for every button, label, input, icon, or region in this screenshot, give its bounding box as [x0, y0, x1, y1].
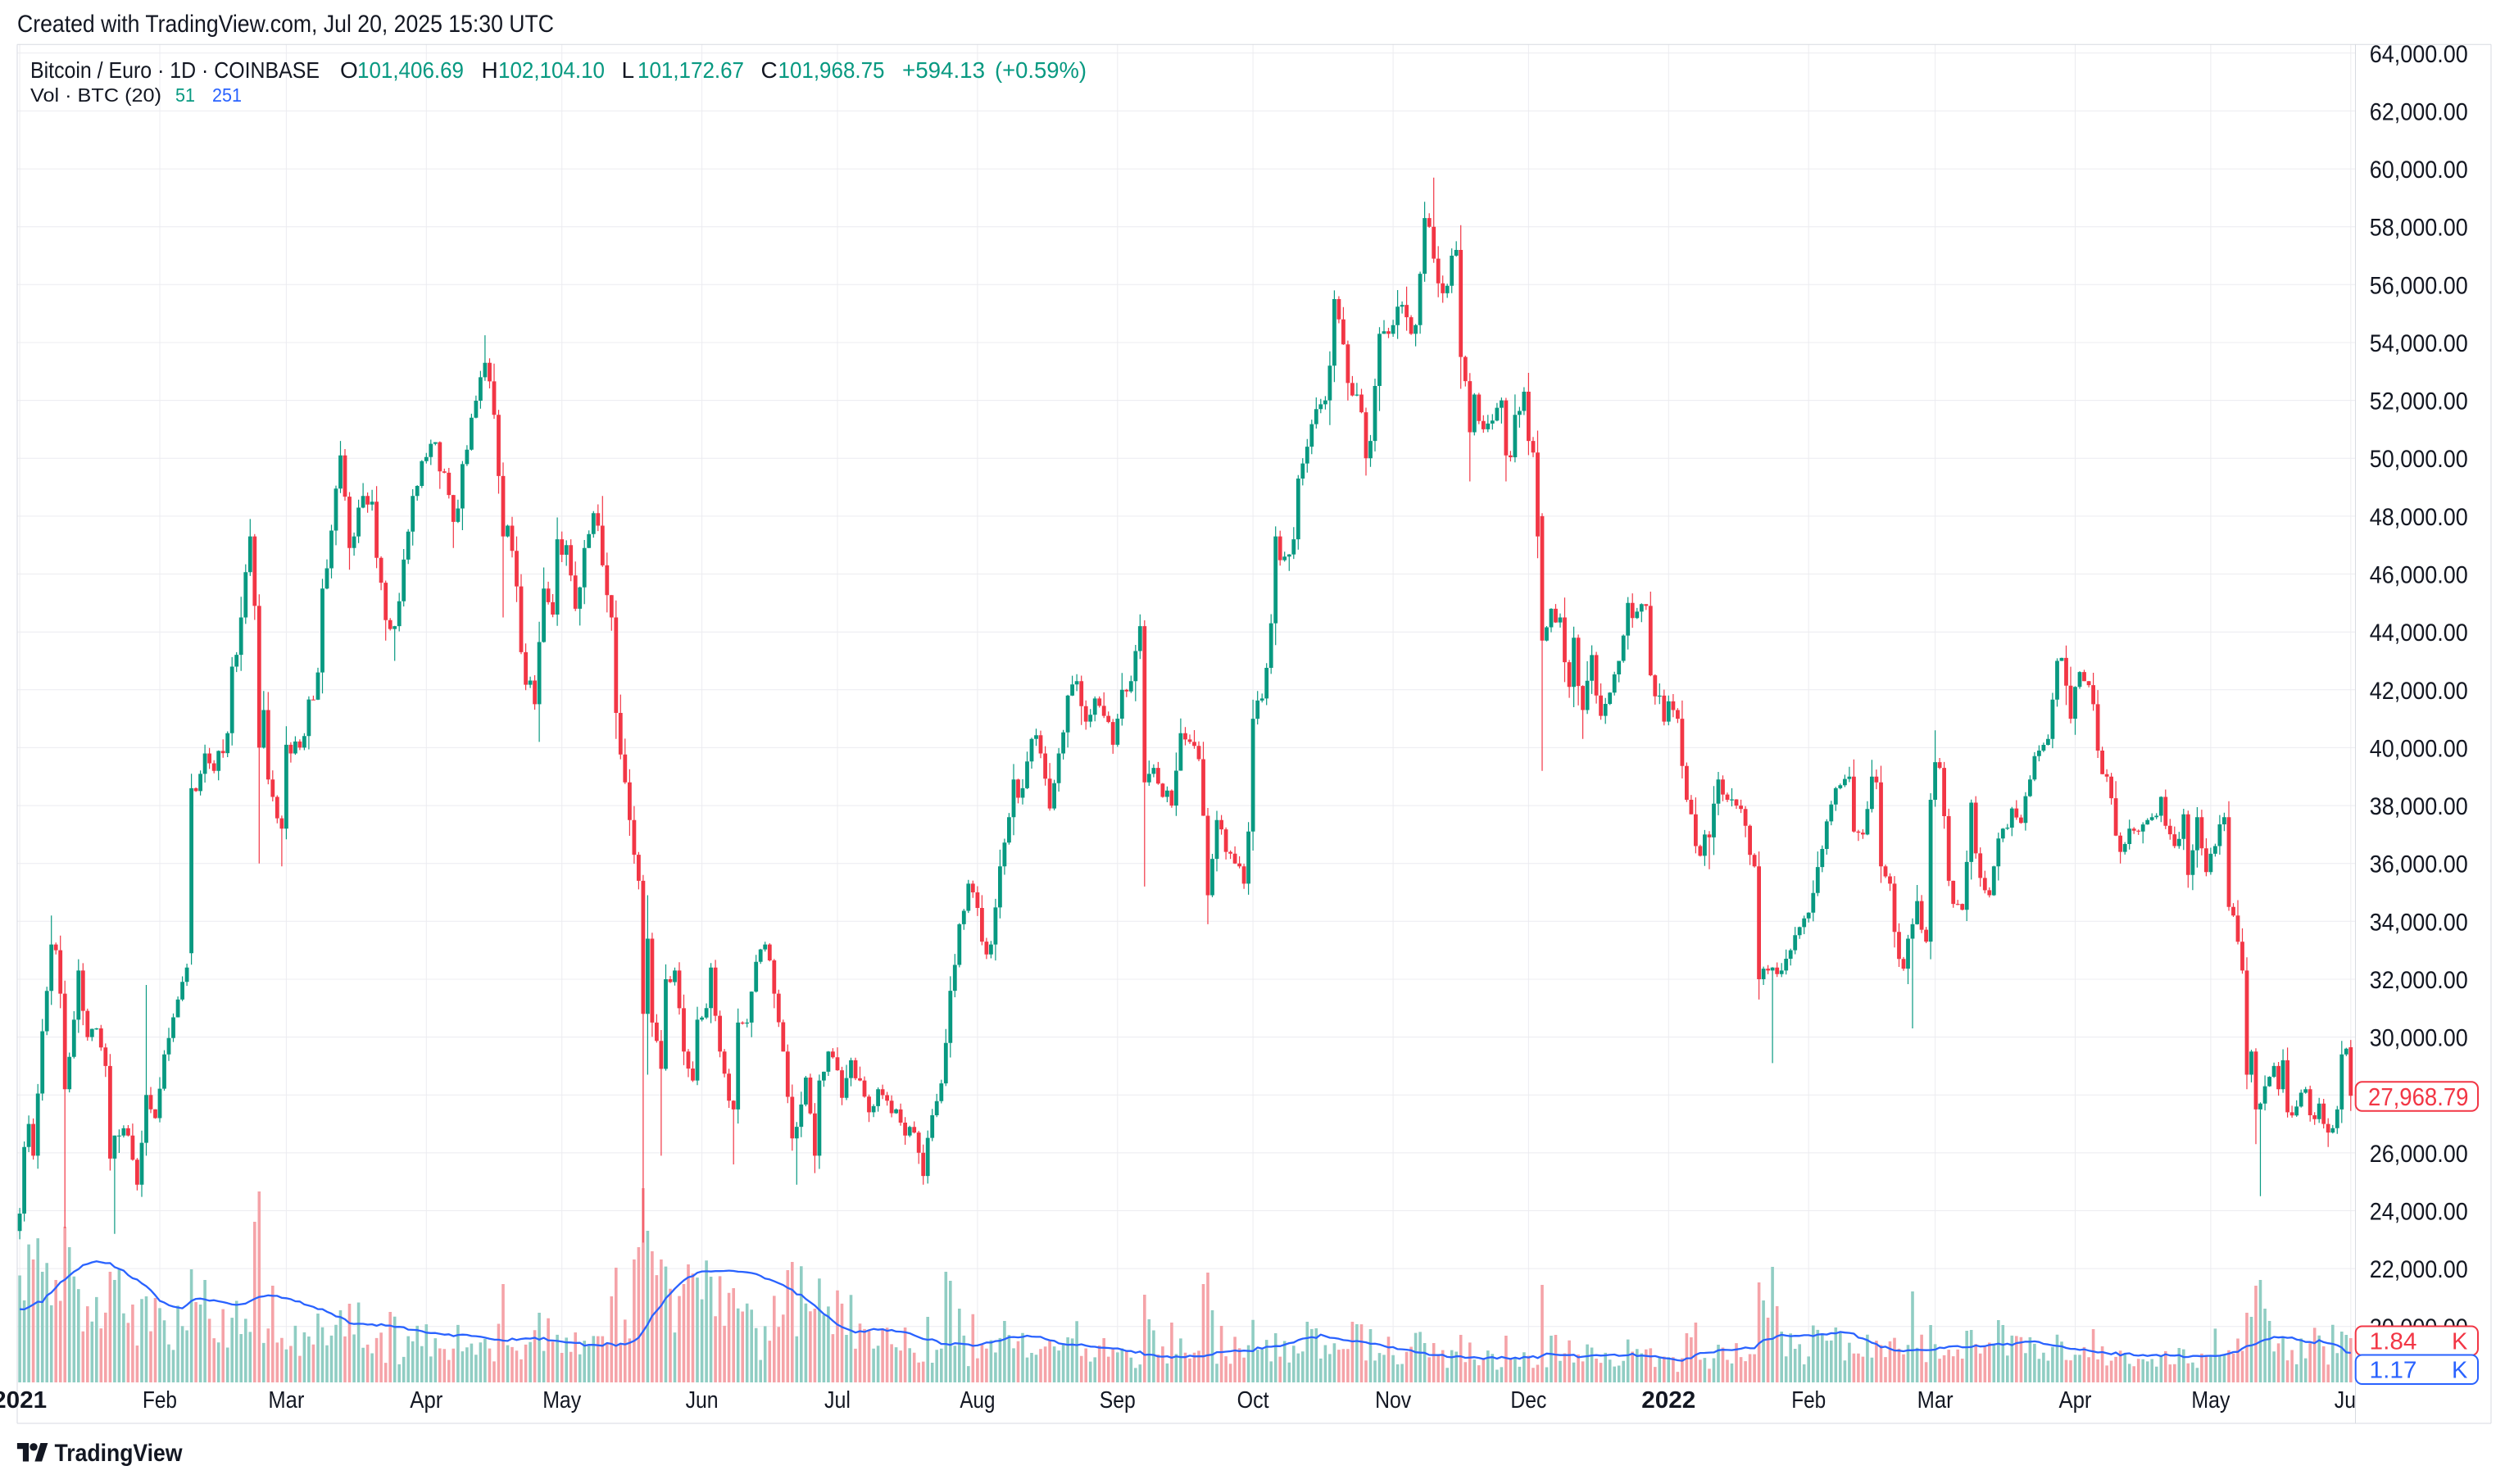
- svg-text:60,000.00: 60,000.00: [2370, 157, 2468, 184]
- svg-text:Bitcoin / Euro · 1D · COINBASE: Bitcoin / Euro · 1D · COINBASE: [30, 57, 320, 83]
- svg-text:42,000.00: 42,000.00: [2370, 678, 2468, 705]
- svg-text:101,406.69: 101,406.69: [357, 57, 464, 83]
- svg-text:251: 251: [212, 84, 242, 106]
- svg-text:2022: 2022: [1641, 1387, 1695, 1414]
- svg-text:C: C: [761, 57, 778, 83]
- svg-text:46,000.00: 46,000.00: [2370, 562, 2468, 589]
- svg-text:Created with TradingView.com,: Created with TradingView.com, Jul 20, 20…: [17, 11, 554, 38]
- svg-text:2021: 2021: [0, 1387, 47, 1414]
- svg-text:1.84: 1.84: [2370, 1329, 2417, 1355]
- svg-text:32,000.00: 32,000.00: [2370, 967, 2468, 994]
- svg-text:K: K: [2452, 1329, 2468, 1355]
- svg-text:44,000.00: 44,000.00: [2370, 619, 2468, 647]
- svg-text:34,000.00: 34,000.00: [2370, 909, 2468, 936]
- svg-text:L: L: [622, 57, 635, 83]
- svg-text:H: H: [482, 57, 498, 83]
- svg-text:Apr: Apr: [2059, 1387, 2092, 1414]
- svg-text:Sep: Sep: [1100, 1387, 1136, 1414]
- svg-text:26,000.00: 26,000.00: [2370, 1141, 2468, 1168]
- svg-text:K: K: [2452, 1358, 2468, 1384]
- svg-text:101,968.75: 101,968.75: [778, 57, 885, 83]
- svg-text:54,000.00: 54,000.00: [2370, 330, 2468, 357]
- svg-text:58,000.00: 58,000.00: [2370, 215, 2468, 242]
- svg-text:May: May: [2191, 1387, 2230, 1414]
- svg-text:102,104.10: 102,104.10: [498, 57, 605, 83]
- svg-text:48,000.00: 48,000.00: [2370, 504, 2468, 531]
- svg-text:Vol · BTC (20): Vol · BTC (20): [30, 84, 161, 106]
- svg-text:TradingView: TradingView: [55, 1440, 183, 1467]
- svg-text:Mar: Mar: [1917, 1387, 1954, 1414]
- svg-text:Jul: Jul: [824, 1387, 851, 1414]
- svg-text:30,000.00: 30,000.00: [2370, 1025, 2468, 1052]
- svg-text:Oct: Oct: [1237, 1387, 1269, 1414]
- svg-text:50,000.00: 50,000.00: [2370, 446, 2468, 473]
- svg-text:Mar: Mar: [268, 1387, 304, 1414]
- svg-text:36,000.00: 36,000.00: [2370, 851, 2468, 878]
- svg-text:Feb: Feb: [1791, 1387, 1826, 1414]
- svg-text:Apr: Apr: [410, 1387, 442, 1414]
- svg-text:O: O: [340, 57, 358, 83]
- svg-text:Nov: Nov: [1375, 1387, 1412, 1414]
- svg-text:62,000.00: 62,000.00: [2370, 98, 2468, 125]
- svg-text:May: May: [542, 1387, 582, 1414]
- svg-text:(+0.59%): (+0.59%): [995, 57, 1087, 83]
- svg-text:+594.13: +594.13: [902, 57, 985, 83]
- svg-text:27,968.79: 27,968.79: [2368, 1082, 2469, 1111]
- svg-text:38,000.00: 38,000.00: [2370, 793, 2468, 820]
- svg-text:1.17: 1.17: [2370, 1358, 2417, 1384]
- svg-text:Feb: Feb: [143, 1387, 177, 1414]
- svg-text:51: 51: [175, 84, 195, 106]
- svg-text:40,000.00: 40,000.00: [2370, 735, 2468, 762]
- svg-text:56,000.00: 56,000.00: [2370, 272, 2468, 299]
- svg-text:Aug: Aug: [960, 1387, 995, 1414]
- svg-text:52,000.00: 52,000.00: [2370, 388, 2468, 415]
- svg-text:Jun: Jun: [2335, 1387, 2367, 1414]
- svg-text:22,000.00: 22,000.00: [2370, 1256, 2468, 1283]
- svg-text:Dec: Dec: [1510, 1387, 1546, 1414]
- svg-text:Jun: Jun: [686, 1387, 719, 1414]
- svg-text:24,000.00: 24,000.00: [2370, 1199, 2468, 1226]
- svg-text:101,172.67: 101,172.67: [638, 57, 744, 83]
- svg-text:64,000.00: 64,000.00: [2370, 41, 2468, 68]
